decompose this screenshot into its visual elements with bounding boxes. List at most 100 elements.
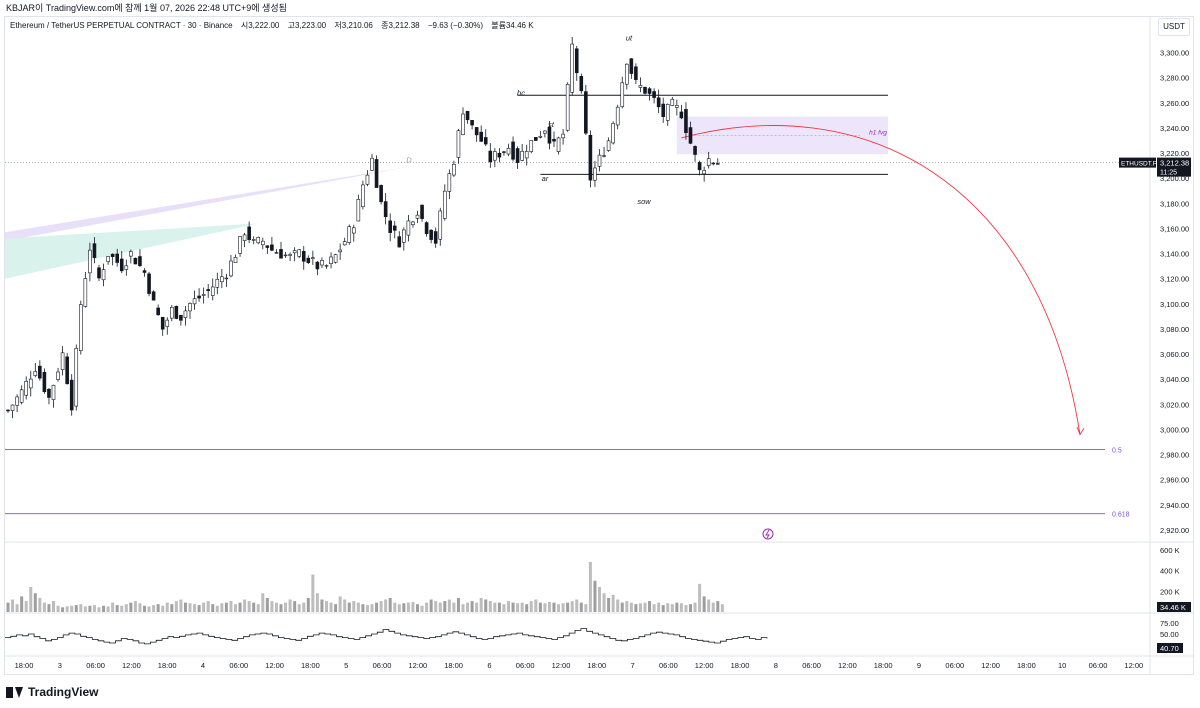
candle-body <box>411 221 415 226</box>
volume-bar <box>56 605 60 612</box>
candle-body <box>438 210 443 240</box>
volume-bar <box>652 604 656 612</box>
currency-selector[interactable]: USDT <box>1158 18 1190 36</box>
volume-bar <box>97 607 101 612</box>
time-tick-label: 06:00 <box>229 661 248 670</box>
candle-body <box>543 130 547 134</box>
volume-bar <box>643 602 647 612</box>
time-tick-label: 7 <box>631 661 635 670</box>
candle-body <box>201 294 206 296</box>
volume-bar <box>138 603 142 612</box>
ohlc-low: 저3,210.06 <box>334 21 373 30</box>
time-tick-label: 10 <box>1058 661 1066 670</box>
price-tick-label: 3,000.00 <box>1160 425 1189 434</box>
candle-body <box>693 146 697 155</box>
candle-body <box>497 152 502 158</box>
candle-body <box>679 111 684 119</box>
candle-body <box>342 241 347 246</box>
time-tick-label: 5 <box>344 661 348 670</box>
volume-bar <box>625 601 629 612</box>
wyckoff-label-bc: bc <box>517 89 525 98</box>
volume-tick-label: 600 K <box>1160 546 1180 555</box>
candle-body <box>279 249 283 259</box>
osc-tick-label: 50.00 <box>1160 630 1179 639</box>
volume-pane: 600 K 400 K 200 K <box>4 541 1194 612</box>
candle-body <box>461 113 465 135</box>
candle-body <box>502 151 506 153</box>
price-tick-label: 3,180.00 <box>1160 199 1189 208</box>
volume-bar <box>174 601 178 612</box>
candle-body <box>338 249 342 253</box>
chart-frame[interactable] <box>4 16 1194 675</box>
candle-body <box>715 163 720 165</box>
candle-body <box>74 348 79 407</box>
time-tick-label: 18:00 <box>874 661 893 670</box>
symbol-name[interactable]: Ethereum / TetherUS PERPETUAL CONTRACT ·… <box>10 21 233 30</box>
volume-bar <box>265 597 269 612</box>
volume-bar <box>529 601 533 612</box>
price-tick-label: 3,100.00 <box>1160 300 1189 309</box>
time-tick-label: 06:00 <box>659 661 678 670</box>
candle-body <box>638 85 643 88</box>
candle-body <box>456 130 461 158</box>
volume-bar <box>52 601 55 612</box>
volume-bar <box>365 605 369 612</box>
candle-body <box>165 319 170 327</box>
candle-body <box>283 254 288 257</box>
candle-body <box>379 185 383 203</box>
volume-bar <box>70 605 74 612</box>
volume-bar <box>274 602 278 612</box>
volume-bar <box>648 601 652 612</box>
volume-bar <box>165 602 169 612</box>
volume-bar <box>566 602 570 612</box>
price-tick-label: 3,160.00 <box>1160 224 1189 233</box>
volume-bar <box>361 604 365 612</box>
time-tick-label: 4 <box>201 661 205 670</box>
price-tick-label: 3,200.00 <box>1160 174 1189 183</box>
volume-bar <box>707 599 711 612</box>
candle-body <box>260 240 265 246</box>
time-tick-label: 12:00 <box>408 661 427 670</box>
volume-bar <box>306 597 310 612</box>
candle-body <box>433 231 438 244</box>
price-axis: 3,300.00 3,280.00 3,260.00 3,240.00 3,220.00… <box>1149 16 1189 675</box>
volume-bar <box>584 604 588 612</box>
volume-bar <box>238 602 242 612</box>
candle-body <box>265 245 270 248</box>
volume-bar <box>507 601 510 612</box>
volume-bar <box>243 599 247 612</box>
volume-bar <box>6 602 10 612</box>
time-tick-label: 06:00 <box>945 661 964 670</box>
volume-bar <box>24 601 28 612</box>
volume-bar <box>534 599 538 612</box>
candle-body <box>174 305 179 319</box>
candle-body <box>556 137 561 152</box>
candle-body <box>529 140 534 153</box>
volume-bar <box>411 602 415 612</box>
candle-body <box>188 303 192 312</box>
volume-bar <box>711 602 715 612</box>
volume-bar <box>543 603 547 612</box>
candle-body <box>602 155 606 157</box>
volume-bar <box>338 596 342 612</box>
volume-bar <box>607 597 611 612</box>
purple-fan-shape <box>5 166 409 241</box>
volume-bar <box>670 604 674 612</box>
symbol-legend[interactable]: Ethereum / TetherUS PERPETUAL CONTRACT ·… <box>10 20 540 31</box>
candle-body <box>324 265 329 267</box>
volume-bar <box>516 603 520 612</box>
volume-bar <box>420 605 424 612</box>
candle-body <box>333 254 338 263</box>
candle-body <box>570 43 575 93</box>
volume-bar <box>720 604 724 612</box>
volume-bar <box>15 604 19 612</box>
candle-body <box>406 220 411 236</box>
tradingview-brand[interactable]: TradingView <box>6 684 98 700</box>
candle-body <box>206 289 210 291</box>
candle-body <box>133 257 138 265</box>
candle-body <box>351 227 356 234</box>
ohlc-open: 시3,222.00 <box>240 21 280 30</box>
time-tick-label: 18:00 <box>587 661 606 670</box>
candle-body <box>447 173 452 192</box>
